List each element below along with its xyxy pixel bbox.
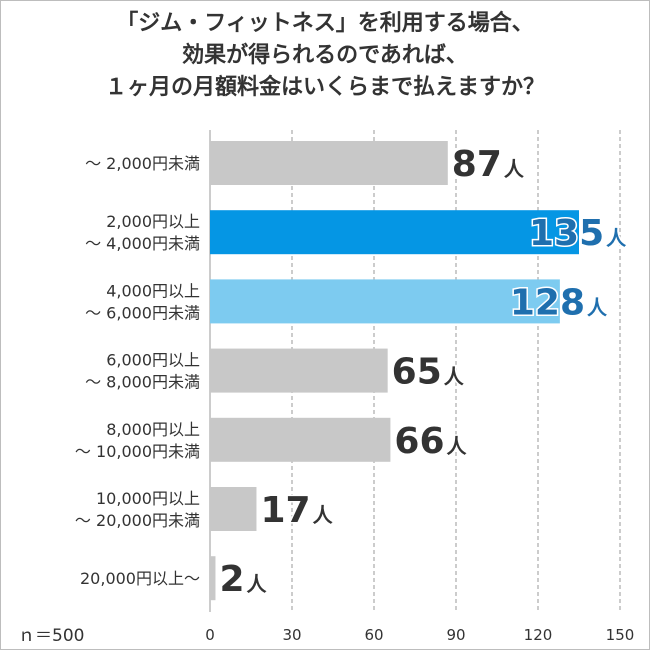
category-label: 〜 20,000円未満 [75, 511, 200, 530]
chart-title-line-2: 効果が得られるのであれば、 [182, 43, 468, 68]
x-tick-label: 0 [205, 626, 215, 644]
sample-size-note: ｎ＝500 [18, 626, 85, 646]
category-label: 2,000円以上 [106, 212, 200, 231]
category-label: 〜 10,000円未満 [75, 442, 200, 461]
category-label: 6,000円以上 [106, 351, 200, 370]
category-label: 8,000円以上 [106, 420, 200, 439]
category-label: 〜 2,000円未満 [85, 154, 200, 173]
value-label: 128 人 [510, 282, 608, 323]
category-label: 〜 4,000円未満 [85, 234, 200, 253]
bar [210, 348, 388, 393]
category-label: 〜 6,000円未満 [85, 303, 200, 322]
bar [210, 487, 257, 531]
value-label: 65 人 [392, 352, 465, 393]
category-label: 10,000円以上 [96, 489, 200, 508]
category-label: 4,000円以上 [106, 281, 200, 300]
x-tick-label: 60 [364, 626, 383, 644]
x-tick-label: 90 [446, 626, 465, 644]
x-tick-label: 30 [282, 626, 301, 644]
bar [210, 556, 216, 601]
bar [210, 279, 560, 324]
value-label: 87 人 [452, 144, 525, 185]
bar [210, 210, 579, 255]
x-tick-label: 150 [606, 626, 635, 644]
value-label: 17 人 [260, 490, 333, 531]
chart-title: 「ジム・フィットネス」を利用する場合、 効果が得られるのであれば、 １ヶ月の月額… [0, 8, 650, 104]
x-tick-label: 120 [524, 626, 553, 644]
category-label: 〜 8,000円未満 [85, 373, 200, 392]
bar [210, 141, 448, 185]
chart-title-line-1: 「ジム・フィットネス」を利用する場合、 [116, 11, 534, 36]
chart-title-line-3: １ヶ月の月額料金はいくらまで払えますか？ [104, 75, 545, 100]
category-label: 20,000円以上〜 [80, 569, 200, 588]
value-label: 135 人 [529, 213, 627, 254]
bar [210, 417, 391, 462]
value-label: 66 人 [394, 421, 467, 462]
